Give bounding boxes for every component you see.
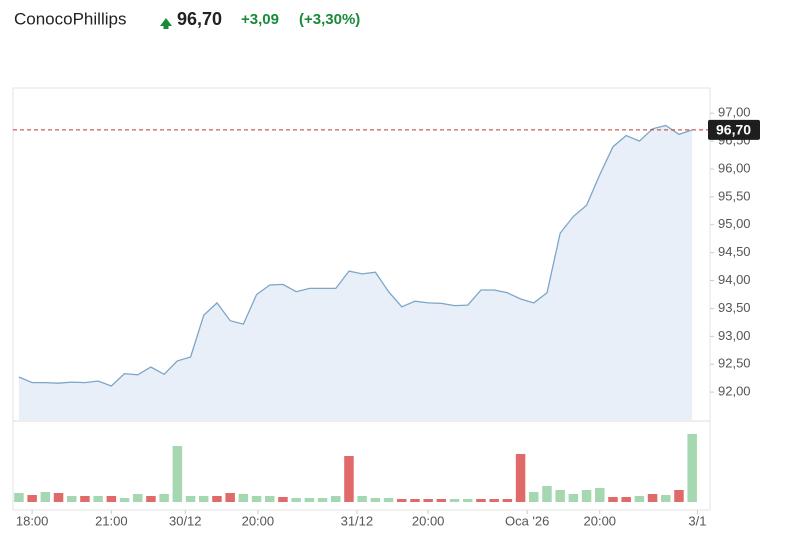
volume-bar bbox=[238, 494, 249, 502]
y-tick-label: 95,50 bbox=[718, 188, 751, 203]
volume-bar bbox=[119, 498, 130, 502]
volume-bar bbox=[502, 499, 513, 502]
chart-frame bbox=[12, 87, 711, 511]
last-price-box bbox=[708, 119, 760, 140]
volume-bar bbox=[40, 492, 51, 502]
volume-bar bbox=[568, 494, 579, 502]
volume-bar bbox=[93, 496, 103, 502]
volume-bar bbox=[581, 490, 592, 502]
volume-bar bbox=[555, 490, 565, 502]
x-tick-label: 31/12 bbox=[341, 513, 374, 528]
y-tick-label: 96,00 bbox=[718, 160, 751, 175]
price-change-pct: (+3,30%) bbox=[299, 11, 360, 28]
volume-bar bbox=[331, 496, 341, 502]
y-tick-label: 93,00 bbox=[718, 328, 751, 343]
volume-bar bbox=[661, 495, 671, 502]
volume-bar bbox=[304, 498, 315, 502]
x-tick-label: 3/1 bbox=[688, 513, 706, 528]
volume-bar bbox=[634, 496, 645, 502]
stock-price: 96,70 bbox=[177, 9, 222, 29]
volume-bar bbox=[463, 499, 473, 502]
volume-bar bbox=[106, 496, 117, 502]
volume-bar bbox=[291, 498, 301, 502]
volume-bar bbox=[172, 446, 183, 502]
volume-bar bbox=[27, 495, 37, 502]
volume-bar bbox=[674, 490, 684, 502]
volume-bar bbox=[687, 434, 697, 502]
volume-bar bbox=[595, 488, 605, 502]
volume-bar bbox=[146, 496, 156, 502]
volume-bar bbox=[344, 456, 354, 502]
volume-bar bbox=[529, 492, 539, 502]
up-arrow bbox=[160, 18, 172, 29]
volume-bar bbox=[198, 496, 209, 502]
volume-bar bbox=[423, 499, 433, 502]
x-tick-label: 30/12 bbox=[169, 513, 202, 528]
volume-bar bbox=[397, 499, 407, 502]
x-tick-label: Oca '26 bbox=[505, 513, 549, 528]
volume-bar bbox=[185, 496, 196, 502]
x-tick-label: 20:00 bbox=[412, 513, 445, 528]
volume-bar bbox=[317, 498, 328, 502]
y-tick-label: 93,50 bbox=[718, 300, 751, 315]
volume-bar bbox=[225, 493, 235, 502]
y-tick-label: 92,50 bbox=[718, 356, 751, 371]
price-line bbox=[18, 124, 693, 387]
volume-bar bbox=[410, 499, 420, 502]
x-tick-label: 18:00 bbox=[16, 513, 49, 528]
y-tick-label: 94,50 bbox=[718, 244, 751, 259]
volume-bar bbox=[476, 499, 486, 502]
volume-bar bbox=[489, 499, 499, 502]
volume-bar bbox=[212, 496, 222, 502]
x-tick-label: 21:00 bbox=[95, 513, 128, 528]
volume-bar bbox=[647, 494, 658, 502]
volume-bar bbox=[265, 496, 275, 502]
volume-bar bbox=[159, 494, 169, 502]
volume-bar bbox=[132, 494, 143, 502]
volume-bar bbox=[66, 496, 77, 502]
volume-bar bbox=[449, 499, 460, 502]
volume-bar bbox=[80, 496, 90, 502]
last-price-label: 96,70 bbox=[716, 122, 751, 138]
volume-bar bbox=[436, 499, 447, 502]
volume-bar bbox=[515, 454, 526, 502]
volume-bar bbox=[621, 497, 631, 502]
y-tick-label: 92,00 bbox=[718, 384, 751, 399]
volume-bar bbox=[383, 498, 394, 502]
volume-bar bbox=[608, 497, 618, 502]
volume-bar bbox=[53, 493, 64, 502]
y-tick-label: 95,00 bbox=[718, 216, 751, 231]
volume-bar bbox=[370, 498, 381, 502]
price-change: +3,09 bbox=[241, 11, 279, 28]
volume-bar bbox=[14, 493, 24, 502]
x-tick-label: 20:00 bbox=[242, 513, 275, 528]
volume-bar bbox=[251, 496, 262, 502]
volume-bar bbox=[542, 486, 552, 502]
volume-bar bbox=[357, 496, 367, 502]
x-tick-label: 20:00 bbox=[584, 513, 617, 528]
y-tick-label: 97,00 bbox=[718, 105, 751, 120]
y-tick-label: 94,00 bbox=[718, 272, 751, 287]
stock-name: ConocoPhillips bbox=[14, 9, 126, 28]
volume-bar bbox=[278, 497, 288, 502]
